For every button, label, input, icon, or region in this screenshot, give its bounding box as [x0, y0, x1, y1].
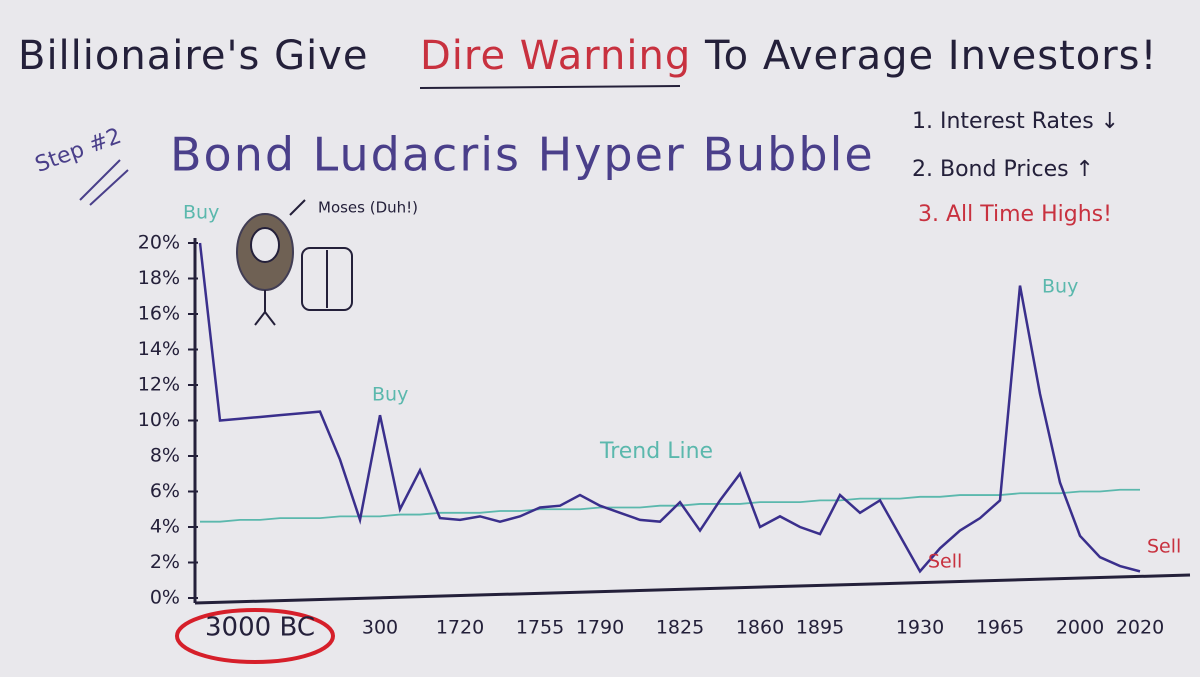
annotation: Buy [372, 384, 408, 406]
title-part: Billionaire's Give [18, 33, 368, 79]
y-tick-label: 10% [138, 409, 180, 431]
note: 2. Bond Prices ↑ [912, 157, 1094, 182]
x-tick-label: 1860 [736, 617, 784, 639]
annotation: Sell [1147, 536, 1181, 558]
trend-line [200, 488, 1140, 523]
x-tick-label: 1930 [896, 617, 944, 639]
underline [419, 85, 681, 89]
x-tick-label: 1790 [576, 617, 624, 639]
y-tick-label: 16% [138, 303, 180, 325]
y-tick-label: 2% [150, 551, 180, 573]
moses-drawing [236, 199, 353, 326]
x-axis [194, 573, 1191, 605]
y-tick-label: 6% [150, 480, 180, 502]
y-tick-label: 18% [138, 267, 180, 289]
x-tick-label: 1965 [976, 617, 1024, 639]
data-line [198, 242, 1141, 574]
highlight-circle [175, 608, 335, 664]
x-tick-label: 300 [362, 617, 398, 639]
title-highlight: Dire Warning [420, 33, 691, 79]
x-tick-label: 1825 [656, 617, 704, 639]
title-part: To Average Investors! [704, 33, 1158, 79]
x-tick-label: 3000 BC [205, 613, 315, 643]
y-tick-label: 14% [138, 338, 180, 360]
annotation: Buy [183, 202, 219, 224]
y-tick-label: 0% [150, 587, 180, 609]
x-tick-label: 1895 [796, 617, 844, 639]
x-tick-label: 2020 [1116, 617, 1164, 639]
annotation: Sell [928, 551, 962, 573]
note: 1. Interest Rates ↓ [912, 109, 1119, 134]
x-tick-label: 2000 [1056, 617, 1104, 639]
y-tick-label: 12% [138, 374, 180, 396]
y-tick-label: 4% [150, 516, 180, 538]
figure-label: Moses (Duh!) [318, 199, 418, 217]
x-tick-label: 1720 [436, 617, 484, 639]
y-tick-label: 20% [138, 232, 180, 254]
subtitle: Bond Ludacris Hyper Bubble [170, 128, 875, 182]
annotation: Buy [1042, 276, 1078, 298]
note: 3. All Time Highs! [918, 202, 1112, 227]
step-strokes [79, 159, 129, 206]
series-label: Trend Line [599, 439, 713, 464]
x-tick-label: 1755 [516, 617, 564, 639]
y-tick-label: 8% [150, 445, 180, 467]
